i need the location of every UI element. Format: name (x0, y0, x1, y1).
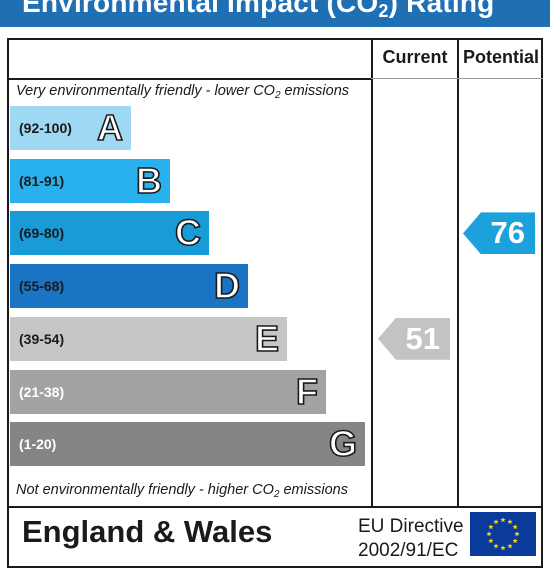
rating-frame (7, 38, 543, 508)
rating-header: Environmental Impact (CO2) Rating (0, 0, 550, 27)
eu-flag-icon (470, 512, 536, 556)
eu-star-icon (512, 538, 518, 544)
eu-star-icon (507, 543, 513, 549)
eu-star-icon (493, 543, 499, 549)
column-divider-potential (457, 38, 459, 508)
rating-band-d: (55-68) D (10, 264, 248, 309)
current-rating-arrow: 51 (378, 317, 450, 360)
band-range-label: (69-80) (19, 225, 65, 242)
band-range-label: (21-38) (19, 383, 65, 400)
band-letter-label: F (295, 370, 319, 413)
region-label: England & Wales (22, 514, 273, 549)
rating-band-f: (21-38) F (10, 369, 326, 414)
eu-star-icon (500, 517, 506, 523)
band-letter-label: C (174, 212, 202, 255)
band-range-label: (39-54) (19, 330, 65, 347)
eu-star-icon (486, 531, 492, 537)
rating-band-c: (69-80) C (10, 211, 209, 256)
rating-title: Environmental Impact (CO2) Rating (22, 0, 495, 21)
band-range-label: (55-68) (19, 278, 65, 295)
potential-rating-arrow: 76 (463, 212, 535, 255)
top-note: Very environmentally friendly - lower CO… (16, 83, 350, 101)
band-range-label: (81-91) (19, 172, 65, 189)
band-range-label: (1-20) (19, 436, 57, 453)
current-rating-arrow-value: 51 (405, 320, 440, 356)
eu-star-icon (507, 519, 513, 525)
eu-star-icon (488, 538, 494, 544)
directive-line1: EU Directive (358, 516, 464, 537)
rating-band-e: (39-54) E (10, 316, 287, 361)
rating-band-g: (1-20) G (10, 422, 365, 467)
eu-star-icon (488, 524, 494, 530)
eu-star-icon (500, 545, 506, 551)
eu-star-icon (512, 524, 518, 530)
band-letter-label: A (96, 106, 124, 149)
band-letter-label: B (135, 159, 163, 202)
header-divider-right (371, 78, 543, 79)
band-range-label: (92-100) (19, 120, 72, 136)
directive-line2: 2002/91/EC (358, 540, 459, 561)
potential-rating-arrow-value: 76 (490, 215, 525, 251)
potential-column-header: Potential (462, 47, 539, 67)
header-divider (7, 78, 371, 80)
bottom-note: Not environmentally friendly - higher CO… (16, 482, 348, 500)
rating-band-b: (81-91) B (10, 158, 170, 203)
band-letter-label: D (213, 264, 241, 307)
column-divider-current (371, 38, 373, 508)
current-column-header: Current (382, 47, 448, 67)
band-letter-label: G (328, 422, 358, 465)
rating-band-a: (92-100) A (10, 106, 131, 150)
band-letter-label: E (254, 317, 280, 360)
eu-star-icon (514, 531, 520, 537)
eu-star-icon (493, 519, 499, 525)
